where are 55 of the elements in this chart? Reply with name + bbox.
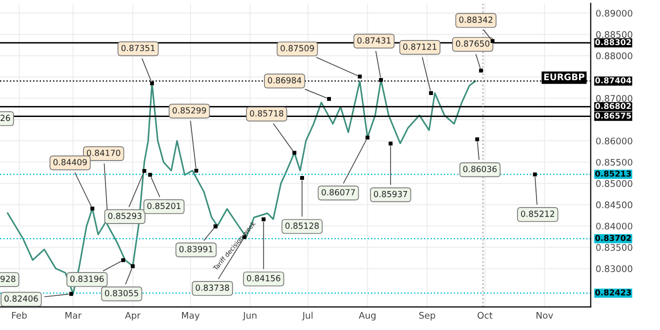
x-tick-label: Sep bbox=[419, 312, 436, 320]
annotation: 0.87121 bbox=[403, 44, 436, 50]
ref-line-label: 0.86575 bbox=[595, 112, 631, 119]
annotation: 0.85201 bbox=[147, 202, 180, 210]
x-tick-label: Aug bbox=[358, 312, 376, 320]
y-tick-label: 0.85000 bbox=[596, 180, 632, 187]
x-tick-label: Jun bbox=[242, 312, 256, 320]
x-tick-label: Oct bbox=[478, 312, 492, 319]
annotation: 928 bbox=[0, 276, 16, 282]
y-tick-label: 0.89000 bbox=[596, 10, 632, 17]
y-tick-label: 0.84000 bbox=[596, 222, 632, 230]
annotation: 0.85128 bbox=[285, 222, 319, 229]
annotation: 0.87650 bbox=[456, 40, 490, 47]
y-tick-label: 0.86000 bbox=[596, 138, 632, 144]
x-tick-label: May bbox=[182, 312, 200, 320]
ref-line-label: 0.82423 bbox=[595, 289, 631, 296]
annotation: 0.87351 bbox=[121, 44, 155, 52]
annotation: 0.85718 bbox=[250, 110, 284, 117]
annotation: 26 bbox=[0, 114, 10, 122]
y-tick-label: 0.85500 bbox=[596, 158, 632, 166]
annotation: 0.85937 bbox=[374, 190, 408, 198]
ref-line-label: 0.83702 bbox=[595, 234, 631, 242]
y-tick-label: 0.84500 bbox=[596, 201, 632, 208]
ref-line-label: 0.85213 bbox=[595, 170, 631, 177]
y-tick-label: 0.88000 bbox=[596, 52, 632, 60]
y-tick-label: 0.83500 bbox=[596, 244, 632, 251]
x-tick-label: Feb bbox=[12, 312, 27, 319]
annotation: 0.83991 bbox=[179, 246, 213, 252]
y-tick-label: 0.87000 bbox=[596, 94, 632, 102]
annotation: 0.87509 bbox=[280, 45, 314, 52]
x-tick-label: Jul bbox=[302, 312, 312, 320]
annotation: 0.84170 bbox=[86, 150, 120, 156]
annotation: 0.82406 bbox=[4, 295, 38, 302]
ref-line-label: 0.87404 bbox=[595, 77, 632, 84]
y-tick-label: 0.83000 bbox=[596, 265, 632, 272]
x-tick-label: Mar bbox=[65, 312, 82, 319]
annotation: 0.86036 bbox=[463, 166, 497, 172]
annotation: 0.85212 bbox=[521, 210, 554, 217]
y-tick-label: 0.88500 bbox=[596, 31, 632, 38]
x-tick-label: Nov bbox=[536, 312, 554, 319]
annotation: 0.84409 bbox=[53, 158, 87, 166]
x-tick-label: Apr bbox=[125, 312, 141, 320]
annotation: 0.86077 bbox=[322, 189, 355, 196]
ref-line-label: 0.86802 bbox=[595, 102, 631, 110]
annotation: EURGBP bbox=[544, 73, 584, 80]
annotation: 0.83196 bbox=[70, 276, 104, 282]
annotation: 0.86984 bbox=[268, 77, 302, 84]
annotation: 0.83055 bbox=[104, 290, 138, 296]
ref-line-label: 0.88302 bbox=[595, 39, 631, 46]
annotation: 0.83738 bbox=[196, 284, 230, 291]
annotation: 0.87431 bbox=[357, 37, 390, 44]
annotation: 0.85299 bbox=[172, 107, 206, 114]
annotation: 0.85293 bbox=[108, 212, 142, 220]
annotation: 0.84156 bbox=[246, 275, 280, 282]
annotation: 0.88342 bbox=[459, 16, 492, 23]
